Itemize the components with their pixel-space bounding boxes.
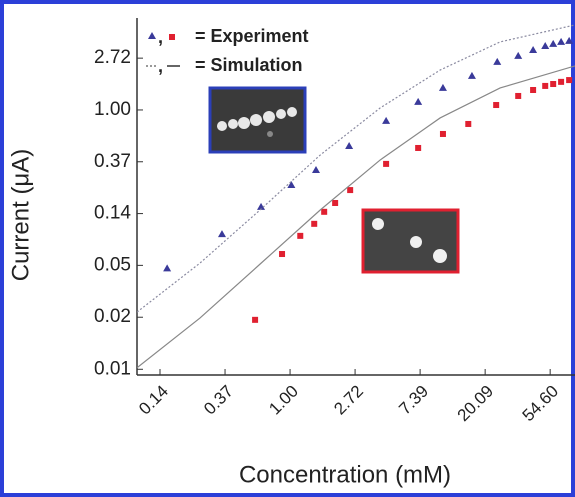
square-marker bbox=[279, 251, 286, 258]
triangle-marker bbox=[529, 46, 538, 54]
y-tick-label: 1.00 bbox=[94, 99, 131, 120]
triangle-marker bbox=[565, 36, 574, 44]
triangle-marker bbox=[345, 141, 354, 149]
square-marker bbox=[297, 232, 304, 239]
square-marker bbox=[550, 81, 557, 88]
legend-label: = Simulation bbox=[195, 55, 303, 75]
legend-label: = Experiment bbox=[195, 26, 309, 46]
square-marker bbox=[311, 220, 318, 227]
y-tick-label: 0.37 bbox=[94, 151, 131, 172]
triangle-marker bbox=[493, 57, 502, 65]
legend-separator: , bbox=[158, 56, 163, 76]
triangle-marker bbox=[467, 71, 476, 79]
triangle-marker bbox=[414, 97, 423, 105]
simulation-line bbox=[137, 24, 575, 313]
square-marker bbox=[493, 102, 500, 109]
legend-separator: , bbox=[158, 27, 163, 47]
inset-particles bbox=[217, 107, 297, 137]
square-marker bbox=[439, 130, 446, 137]
triangle-marker bbox=[311, 165, 320, 173]
triangle-marker bbox=[287, 180, 296, 188]
y-tick-label: 2.72 bbox=[94, 47, 131, 68]
triangle-marker bbox=[514, 51, 523, 59]
square-marker bbox=[321, 208, 328, 215]
simulation-line bbox=[137, 65, 575, 369]
inset-particles bbox=[372, 218, 447, 263]
y-tick-label: 0.14 bbox=[94, 203, 131, 224]
square-marker bbox=[415, 144, 422, 151]
triangle-marker bbox=[382, 116, 391, 124]
y-axis-label: Current (μA) bbox=[7, 149, 34, 282]
y-tick-label: 0.01 bbox=[94, 358, 131, 379]
triangle-marker bbox=[541, 41, 550, 49]
square-marker bbox=[347, 187, 354, 194]
plot-area bbox=[137, 24, 575, 369]
square-marker bbox=[465, 120, 472, 127]
square-marker bbox=[558, 78, 565, 85]
square-marker bbox=[332, 199, 339, 206]
triangle-marker bbox=[549, 39, 558, 47]
triangle-marker bbox=[557, 37, 566, 45]
triangle-marker bbox=[257, 202, 266, 210]
square-marker bbox=[566, 77, 573, 84]
square-marker bbox=[542, 82, 549, 89]
square-marker bbox=[169, 34, 175, 40]
triangle-marker bbox=[148, 32, 156, 39]
y-tick-label: 0.02 bbox=[94, 306, 131, 327]
square-marker bbox=[252, 316, 259, 323]
triangle-marker bbox=[217, 230, 226, 238]
triangle-marker bbox=[438, 83, 447, 91]
inset-image-blue bbox=[208, 86, 307, 154]
y-tick-label: 0.05 bbox=[94, 254, 131, 275]
square-marker bbox=[530, 86, 537, 93]
triangle-marker bbox=[163, 264, 172, 272]
x-axis-label: Concentration (mM) bbox=[239, 461, 451, 488]
square-marker bbox=[515, 92, 522, 99]
square-marker bbox=[383, 160, 390, 167]
